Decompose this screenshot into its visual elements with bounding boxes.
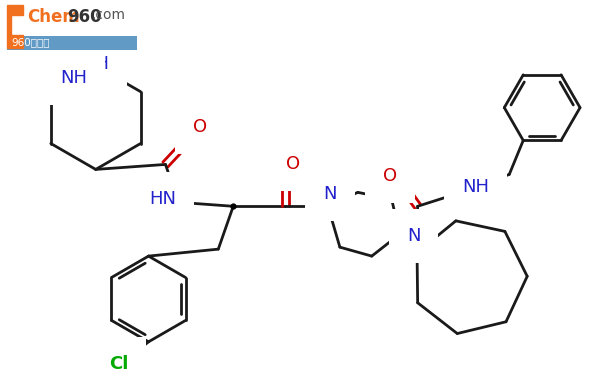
Text: .com: .com: [92, 8, 126, 22]
Text: NH: NH: [60, 69, 87, 87]
Text: NH: NH: [82, 55, 110, 73]
Text: N: N: [323, 185, 336, 203]
Polygon shape: [7, 5, 23, 48]
Text: Chem: Chem: [27, 8, 80, 26]
Text: O: O: [286, 155, 300, 173]
Text: N: N: [323, 185, 336, 203]
Bar: [7, 36, 137, 50]
Text: HN: HN: [149, 190, 176, 208]
Text: 960化工网: 960化工网: [11, 37, 50, 47]
Text: N: N: [407, 227, 420, 245]
Text: O: O: [382, 167, 397, 185]
Text: 960: 960: [67, 8, 102, 26]
Text: O: O: [193, 117, 208, 135]
Text: NH: NH: [462, 178, 489, 196]
Text: Cl: Cl: [109, 355, 128, 373]
